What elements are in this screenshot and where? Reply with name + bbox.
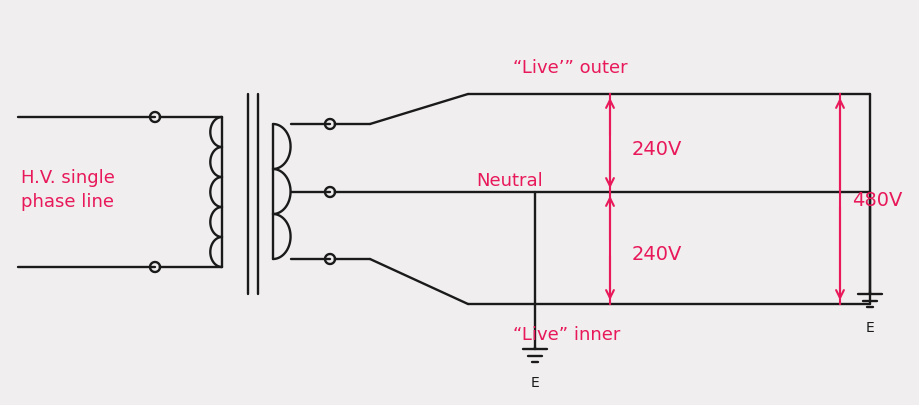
Text: E: E (530, 375, 539, 389)
Text: 480V: 480V (851, 190, 902, 209)
Text: “Live’” outer: “Live’” outer (512, 59, 627, 77)
Text: H.V. single
phase line: H.V. single phase line (21, 169, 115, 210)
Text: E: E (865, 320, 873, 334)
Text: Neutral: Neutral (476, 172, 543, 190)
Text: 240V: 240V (631, 139, 682, 158)
Text: 240V: 240V (631, 244, 682, 263)
Text: “Live” inner: “Live” inner (513, 325, 620, 343)
